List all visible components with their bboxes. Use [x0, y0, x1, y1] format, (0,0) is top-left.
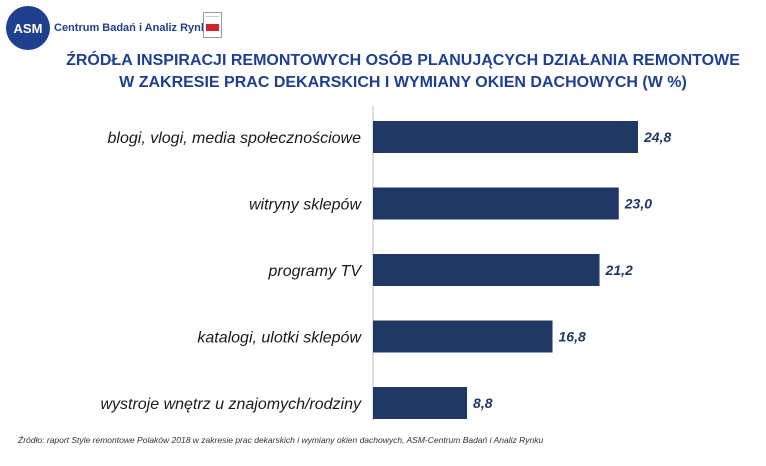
chart-title-line-1: ŹRÓDŁA INSPIRACJI REMONTOWYCH OSÓB PLANU…: [66, 52, 740, 69]
company-logo: ASM Centrum Badań i Analiz Rynku: [6, 6, 214, 50]
category-label-1: witryny sklepów: [249, 197, 362, 214]
bar-3: [373, 320, 553, 353]
value-label-4: 8,8: [473, 395, 493, 411]
source-note: Źródło: raport Style remontowe Polaków 2…: [18, 435, 544, 445]
category-label-2: programy TV: [268, 263, 363, 280]
category-label-3: katalogi, ulotki sklepów: [197, 330, 362, 347]
logo-name: Centrum Badań i Analiz Rynku: [54, 22, 214, 34]
bar-4: [373, 387, 468, 419]
bar-0: [373, 121, 638, 153]
value-label-2: 21,2: [605, 262, 633, 278]
category-label-0: blogi, vlogi, media społecznościowe: [108, 130, 362, 147]
logo-circle: ASM: [6, 6, 50, 50]
value-label-1: 23,0: [624, 196, 652, 212]
bar-1: [373, 187, 619, 220]
chart-title-line-2: W ZAKRESIE PRAC DEKARSKICH I WYMIANY OKI…: [119, 74, 687, 91]
value-label-0: 24,8: [643, 129, 671, 145]
bar-2: [373, 254, 600, 286]
value-label-3: 16,8: [559, 329, 586, 345]
category-label-4: wystroje wnętrz u znajomych/rodziny: [100, 396, 362, 413]
flag-icon: [203, 12, 222, 38]
